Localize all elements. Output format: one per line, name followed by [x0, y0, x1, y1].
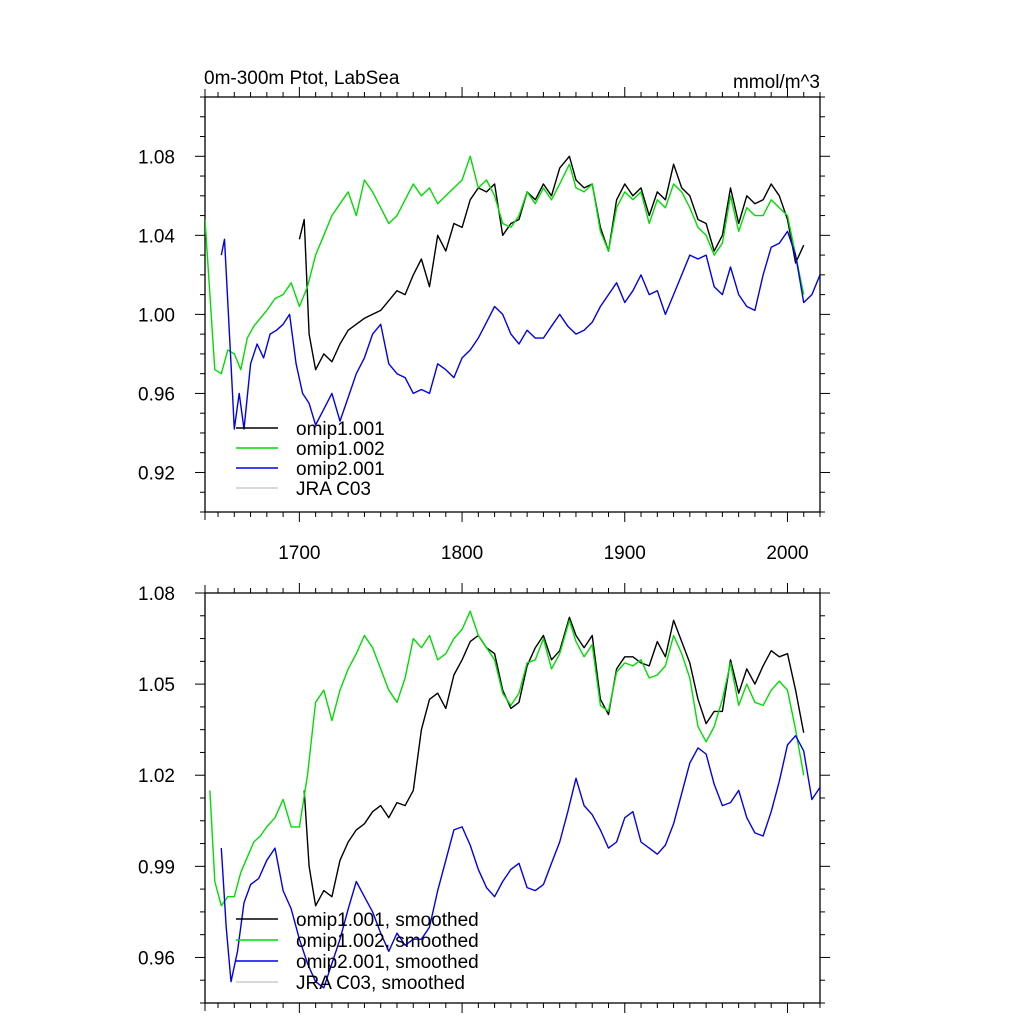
plot-frame: [204, 96, 821, 513]
legend-label: JRA C03: [296, 479, 371, 500]
series-line-omip1-002: [205, 155, 805, 375]
series-line-omip1-001-smoothed: [303, 616, 805, 907]
y-tick-label: 1.00: [138, 305, 175, 326]
chart-title: 0m-300m Ptot, LabSea: [204, 68, 400, 89]
y-tick-label: 0.96: [138, 948, 175, 969]
y-tick-label: 0.92: [138, 463, 175, 484]
top-plot: 1700 1800 1900 2000 0.92 0.96 1.00 1.04 1.08 omip…: [138, 87, 830, 564]
y-tick-label: 1.02: [138, 766, 175, 787]
series-line-omip1-002-smoothed: [209, 610, 805, 907]
y-tick-label: 0.99: [138, 857, 175, 878]
y-tick-label: 0.96: [138, 384, 175, 405]
x-tick-label: 1800: [441, 543, 483, 564]
x-tick-label: 2000: [766, 543, 808, 564]
legend-label: omip2.001: [296, 459, 385, 480]
y-tick-label: 1.05: [138, 675, 175, 696]
legend-label: omip1.001: [296, 419, 385, 440]
y-tick-label: 1.08: [138, 147, 175, 168]
legend-label: JRA C03, smoothed: [296, 973, 465, 994]
chart-units: mmol/m^3: [733, 72, 820, 93]
y-tick-label: 1.08: [138, 584, 175, 605]
series-line-omip1-001: [298, 155, 805, 371]
series-line-omip2-001-smoothed: [220, 735, 820, 989]
legend-label: omip2.001, smoothed: [296, 952, 479, 973]
legend-label: omip1.002, smoothed: [296, 931, 479, 952]
x-tick-label: 1700: [278, 543, 320, 564]
series-line-omip2-001: [220, 230, 820, 430]
y-tick-label: 1.04: [138, 226, 175, 247]
legend-label: omip1.001, smoothed: [296, 910, 479, 931]
legend-label: omip1.002: [296, 439, 385, 460]
x-tick-label: 1900: [604, 543, 646, 564]
